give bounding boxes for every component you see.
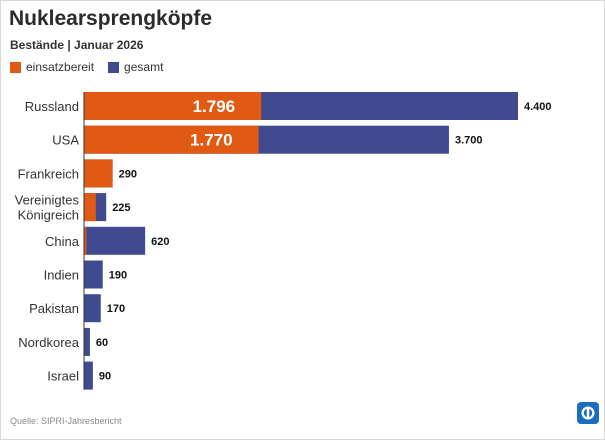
- category-label-nordkorea: Nordkorea: [18, 335, 79, 350]
- bar-einsatzbereit-vereinigtes-königreich: [84, 193, 96, 222]
- category-label-usa: USA: [52, 133, 79, 148]
- value-label-nordkorea: 60: [96, 337, 108, 349]
- value-label-russland: 4.400: [524, 101, 552, 113]
- inner-value-label-usa: 1.770: [190, 131, 233, 150]
- category-label-line: Königreich: [18, 208, 79, 223]
- logo-glyph-icon: [581, 406, 595, 420]
- category-label-israel: Israel: [47, 369, 79, 384]
- chart-title: Nuklearsprengköpfe: [9, 7, 213, 30]
- legend-label-gesamt: gesamt: [124, 60, 164, 74]
- category-label-line: Indien: [44, 268, 79, 283]
- inner-value-label-russland: 1.796: [193, 97, 236, 116]
- bar-gesamt-indien: [84, 260, 103, 289]
- value-label-israel: 90: [99, 371, 111, 383]
- bar-einsatzbereit-usa: [84, 125, 259, 154]
- legend: einsatzbereit gesamt: [10, 60, 177, 74]
- category-label-pakistan: Pakistan: [29, 301, 79, 316]
- bar-gesamt-pakistan: [84, 294, 101, 323]
- category-label-line: Frankreich: [18, 166, 79, 181]
- legend-swatch-gesamt: [108, 61, 120, 73]
- bar-einsatzbereit-russland: [84, 92, 262, 120]
- category-label-line: Nordkorea: [18, 335, 79, 350]
- category-label-russland: Russland: [25, 99, 79, 114]
- category-label-line: China: [45, 234, 80, 249]
- bar-gesamt-china: [84, 226, 146, 255]
- value-label-usa: 3.700: [455, 135, 483, 147]
- category-label-line: Israel: [47, 369, 79, 384]
- category-label-frankreich: Frankreich: [18, 166, 79, 181]
- category-label-line: Vereinigtes: [15, 193, 80, 208]
- legend-item-einsatzbereit: einsatzbereit: [10, 60, 94, 74]
- category-label-line: Russland: [25, 99, 79, 114]
- category-label-line: USA: [52, 133, 79, 148]
- category-label-vereinigtes-königreich: Vereinigtes Königreich: [15, 193, 80, 223]
- chart-subtitle: Bestände | Januar 2026: [10, 38, 144, 52]
- broadcaster-logo-icon: [577, 402, 599, 424]
- category-label-line: Pakistan: [29, 301, 79, 316]
- value-label-frankreich: 290: [119, 168, 137, 180]
- bar-einsatzbereit-frankreich: [84, 159, 113, 188]
- value-label-pakistan: 170: [107, 303, 125, 315]
- legend-label-einsatzbereit: einsatzbereit: [26, 60, 95, 74]
- value-label-china: 620: [151, 236, 169, 248]
- source-note: Quelle: SIPRI-Jahresbericht: [10, 416, 122, 426]
- bar-gesamt-israel: [84, 361, 93, 390]
- value-label-vereinigtes-königreich: 225: [112, 202, 130, 214]
- legend-swatch-einsatzbereit: [10, 61, 21, 73]
- bar-gesamt-nordkorea: [84, 327, 90, 356]
- bar-einsatzbereit-china: [84, 226, 87, 255]
- category-label-indien: Indien: [44, 268, 79, 283]
- value-label-indien: 190: [109, 270, 127, 282]
- category-label-china: China: [45, 234, 80, 249]
- legend-item-gesamt: gesamt: [108, 60, 163, 74]
